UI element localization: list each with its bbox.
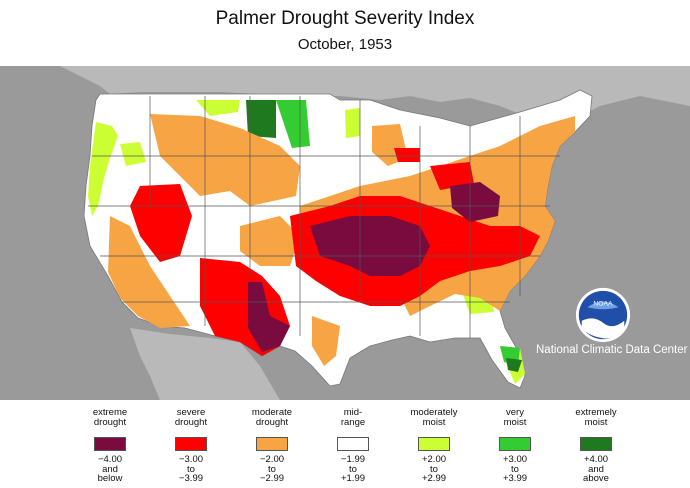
legend-range-line: to — [349, 463, 357, 475]
legend-range-line: and — [588, 463, 604, 475]
legend-label-line: moderately — [410, 407, 458, 418]
legend-range-line: −3.00 — [178, 454, 204, 465]
legend-range-line: +3.00 — [502, 454, 528, 465]
region-extreme-drought — [310, 216, 430, 276]
region-severe-drought — [130, 184, 192, 262]
legend-range-line: below — [97, 473, 123, 484]
legend-item-extreme-drought: extreme drought −4.00 and below — [70, 406, 150, 484]
legend-swatch — [499, 437, 531, 451]
legend-swatch — [94, 437, 126, 451]
region-severe-drought — [394, 148, 420, 162]
region-moderately-moist — [88, 122, 118, 216]
legend-range-line: +2.99 — [421, 473, 447, 484]
legend-range-line: to — [187, 463, 195, 475]
legend-label-line: very — [506, 407, 524, 418]
legend-label-line: extreme — [92, 407, 128, 418]
legend-label-line: drought — [93, 417, 127, 428]
credit-text: National Climatic Data Center — [536, 344, 688, 356]
legend-label-line: mid- — [343, 407, 363, 418]
legend-item-moderate-drought: moderate drought −2.00 to −2.99 — [232, 406, 312, 484]
canada-land — [0, 66, 690, 126]
legend-swatch — [580, 437, 612, 451]
region-moderately-moist — [345, 108, 360, 138]
legend-label-line: moist — [503, 417, 527, 428]
legend-range-line: and — [102, 463, 118, 475]
legend-range-line: +1.99 — [340, 473, 366, 484]
mexico-land — [130, 328, 280, 400]
legend-range-line: +2.00 — [421, 454, 447, 465]
legend-item-moderately-moist: moderately moist +2.00 to +2.99 — [394, 406, 474, 484]
region-extreme-drought — [248, 282, 290, 352]
legend-range-line: to — [268, 463, 276, 475]
legend-item-extremely-moist: extremely moist +4.00 and above — [556, 406, 636, 484]
legend-item-very-moist: very moist +3.00 to +3.99 — [475, 406, 555, 484]
region-moderate-drought — [240, 216, 300, 266]
legend-swatch — [337, 437, 369, 451]
map-legend: extreme drought −4.00 and below severe droug… — [0, 406, 690, 488]
region-very-moist — [276, 100, 310, 148]
noaa-logo-text: NOAA — [593, 300, 613, 307]
legend-range-line: −2.99 — [259, 473, 285, 484]
legend-label-line: severe — [176, 407, 206, 418]
region-moderately-moist — [196, 100, 240, 116]
legend-item-severe-drought: severe drought −3.00 to −3.99 — [151, 406, 231, 484]
map-subtitle: October, 1953 — [297, 36, 393, 53]
legend-range-line: −1.99 — [340, 454, 366, 465]
legend-range-line: −3.99 — [178, 473, 204, 484]
legend-swatch — [175, 437, 207, 451]
region-moderate-drought — [312, 316, 340, 366]
region-moderate-drought — [108, 216, 190, 328]
legend-swatch — [256, 437, 288, 451]
legend-label-line: extremely — [575, 407, 617, 418]
legend-label-line: range — [340, 417, 366, 428]
map-title: Palmer Drought Severity Index — [215, 8, 475, 29]
region-moderately-moist — [120, 142, 146, 166]
legend-label-line: drought — [174, 417, 208, 428]
legend-range-line: +4.00 — [583, 454, 609, 465]
region-severe-drought — [430, 162, 474, 190]
legend-swatch — [418, 437, 450, 451]
legend-range-line: to — [511, 463, 519, 475]
legend-label-line: moist — [584, 417, 608, 428]
legend-label-line: drought — [255, 417, 289, 428]
legend-range-line: +3.99 — [502, 473, 528, 484]
region-extreme-drought — [450, 182, 500, 222]
map-panel — [0, 66, 690, 400]
legend-range-line: −2.00 — [259, 454, 285, 465]
legend-range-line: to — [430, 463, 438, 475]
legend-range-line: −4.00 — [97, 454, 123, 465]
legend-label-line: moist — [422, 417, 446, 428]
legend-item-mid-range: mid-range −1.99 to +1.99 — [313, 406, 393, 484]
legend-label-line: moderate — [251, 407, 293, 418]
state-boundaries — [88, 96, 560, 338]
region-extremely-moist — [506, 358, 522, 372]
drought-map — [0, 66, 690, 400]
noaa-logo-icon: NOAA — [575, 287, 631, 343]
legend-range-line: above — [583, 473, 609, 484]
region-extremely-moist — [246, 100, 276, 138]
region-moderate-drought — [150, 114, 300, 206]
